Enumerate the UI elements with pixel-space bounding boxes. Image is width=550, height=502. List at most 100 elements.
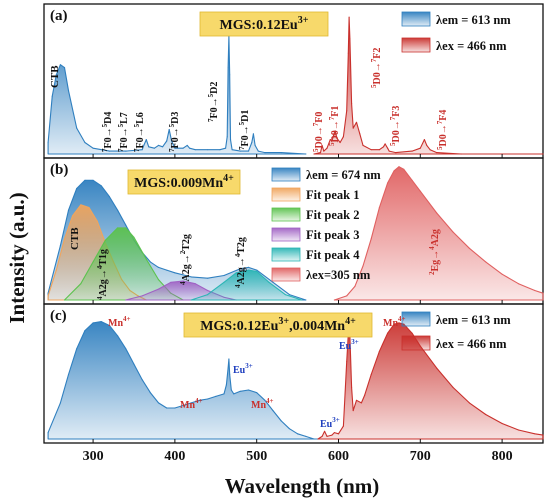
- series-point: [305, 153, 307, 155]
- series-point: [297, 433, 299, 435]
- peak-annotation: Eu3+: [320, 416, 340, 430]
- series-point: [324, 430, 326, 432]
- series-area-2: [317, 319, 544, 440]
- series-point: [141, 149, 143, 151]
- series-point: [362, 265, 364, 267]
- series-point: [319, 152, 322, 154]
- panel-label: (a): [50, 8, 68, 24]
- legend-label: Fit peak 3: [306, 228, 359, 242]
- series-point: [333, 299, 335, 301]
- series-point: [229, 373, 231, 376]
- series-point: [411, 150, 413, 152]
- series-point: [284, 294, 286, 296]
- series-point: [229, 139, 232, 141]
- series-point: [388, 150, 390, 152]
- panel-1: (a) MGS:0.12Eu3+ λem = 613 nm λex = 466 nm C…: [43, 3, 544, 159]
- series-point: [92, 322, 94, 324]
- y-axis-label: Intensity (a.u.): [5, 192, 29, 323]
- series-point: [117, 209, 119, 211]
- peak-annotation: 5D0→7F1: [328, 106, 341, 146]
- series-point: [148, 146, 150, 148]
- panel-3: (c) MGS:0.12Eu3+,0.004Mn4+ λem = 613 nm λex…: [43, 303, 544, 444]
- series-point: [331, 434, 333, 436]
- legend: λem = 613 nm λex = 466 nm: [401, 311, 511, 351]
- series-point: [215, 395, 217, 397]
- legend-swatch: [401, 11, 431, 27]
- legend-label: Fit peak 4: [306, 248, 360, 262]
- legend-swatch: [271, 227, 301, 242]
- series-point: [419, 190, 421, 192]
- series-point: [84, 141, 86, 144]
- series-point: [51, 95, 53, 97]
- legend-label: Fit peak 1: [306, 188, 359, 202]
- series-point: [321, 144, 323, 146]
- legend-label: λem = 674 nm: [306, 168, 381, 182]
- peak-annotation: Eu3+: [339, 338, 359, 352]
- series-point: [272, 281, 274, 283]
- series-point: [264, 399, 266, 401]
- series-point: [370, 238, 372, 240]
- series-point: [411, 179, 413, 181]
- legend: λem = 613 nm λex = 466 nm: [401, 11, 511, 53]
- series-point: [468, 402, 470, 404]
- series-point: [423, 139, 425, 141]
- series-point: [67, 209, 70, 211]
- title-box: [127, 169, 241, 195]
- series-point: [230, 389, 232, 391]
- series-point: [84, 330, 86, 332]
- series-point: [190, 402, 192, 404]
- x-tick-label: 300: [83, 449, 104, 464]
- series-point: [125, 224, 127, 226]
- series-point: [223, 274, 225, 277]
- series-point: [223, 393, 225, 395]
- series-point: [364, 394, 366, 396]
- series-point: [207, 294, 209, 296]
- series-point: [166, 269, 168, 271]
- series-point: [387, 332, 389, 334]
- series-point: [143, 144, 145, 146]
- peak-annotation: Eu3+: [233, 362, 253, 376]
- series-point: [485, 413, 487, 416]
- series-point: [349, 38, 351, 40]
- series-point: [133, 363, 135, 365]
- series-point: [247, 269, 250, 271]
- series-point: [125, 227, 127, 229]
- legend-swatch: [401, 335, 431, 351]
- series-point: [301, 299, 303, 301]
- series-point: [174, 407, 176, 409]
- series-point: [468, 247, 470, 249]
- series-point: [100, 321, 102, 323]
- series-point: [355, 399, 358, 401]
- series-point: [141, 295, 143, 297]
- series-point: [352, 127, 354, 129]
- series-point: [133, 236, 135, 238]
- series-area-2: [313, 16, 544, 155]
- series-point: [398, 322, 400, 324]
- legend-swatch: [271, 187, 301, 202]
- series-point: [47, 141, 49, 144]
- series-point: [351, 103, 353, 105]
- series-point: [339, 141, 341, 144]
- x-tick-label: 500: [246, 449, 267, 464]
- series-point: [342, 425, 344, 427]
- series-point: [47, 432, 49, 434]
- legend-label: λex = 466 nm: [436, 337, 507, 351]
- series-point: [182, 404, 184, 407]
- series-point: [393, 170, 395, 172]
- peak-annotation: CTB: [49, 65, 61, 88]
- series-point: [239, 268, 241, 270]
- peak-annotation: 5D0→7F0: [312, 112, 325, 152]
- series-point: [223, 281, 225, 283]
- series-point: [63, 238, 66, 240]
- series-point: [207, 289, 209, 292]
- series-point: [247, 150, 250, 152]
- series-point: [403, 168, 405, 170]
- series-point: [63, 67, 66, 69]
- series-point: [171, 140, 173, 142]
- series-point: [76, 187, 78, 190]
- series-point: [80, 283, 82, 285]
- series-point: [452, 231, 454, 233]
- legend-label: λem = 613 nm: [436, 13, 511, 27]
- series-point: [370, 149, 372, 151]
- x-tick-label: 800: [492, 449, 513, 464]
